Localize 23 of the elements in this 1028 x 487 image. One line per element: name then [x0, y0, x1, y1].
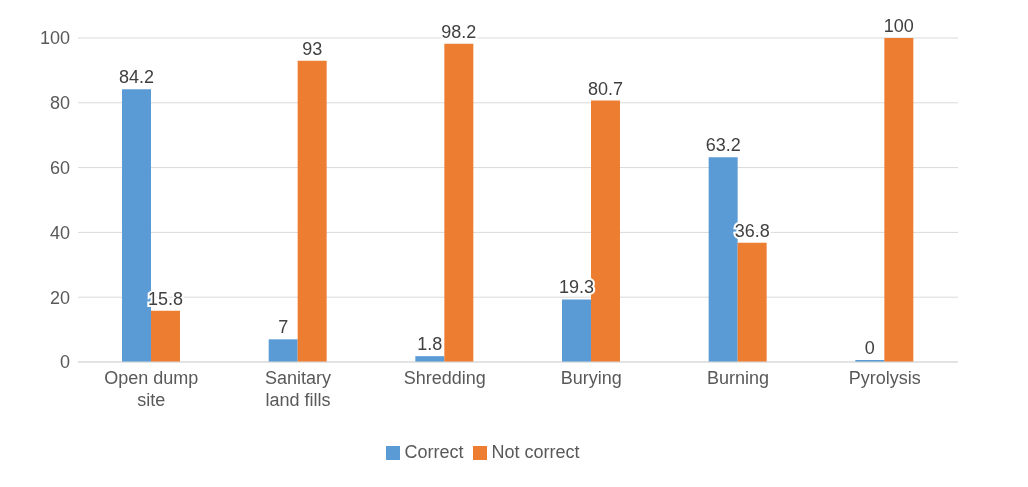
y-tick-label: 60: [49, 157, 70, 178]
data-label: 63.2: [705, 135, 741, 156]
data-label: 98.2: [441, 21, 477, 42]
x-tick-label: Burying: [560, 368, 622, 388]
x-tick-label: Pyrolysis: [848, 368, 921, 388]
x-tick-label: Open dump site: [104, 368, 199, 410]
legend-label: Correct: [404, 442, 464, 462]
y-tick-label: 20: [49, 287, 70, 308]
data-label: 84.2: [118, 67, 155, 88]
data-label: 0: [864, 338, 875, 358]
x-tick-label: Shredding: [403, 368, 486, 388]
data-label: 7: [278, 317, 289, 338]
y-tick-label: 80: [49, 93, 70, 114]
data-label: 100: [883, 16, 914, 36]
x-tick-label: Sanitary land fills: [264, 368, 332, 410]
data-label: 93: [302, 38, 323, 59]
legend-label: Not correct: [491, 442, 580, 462]
data-label: 80.7: [587, 78, 624, 99]
y-tick-label: 0: [59, 352, 70, 373]
y-tick-label: 100: [39, 28, 70, 49]
data-label: 1.8: [417, 334, 443, 355]
y-tick-label: 40: [49, 222, 70, 243]
x-tick-label: Burning: [706, 368, 770, 388]
